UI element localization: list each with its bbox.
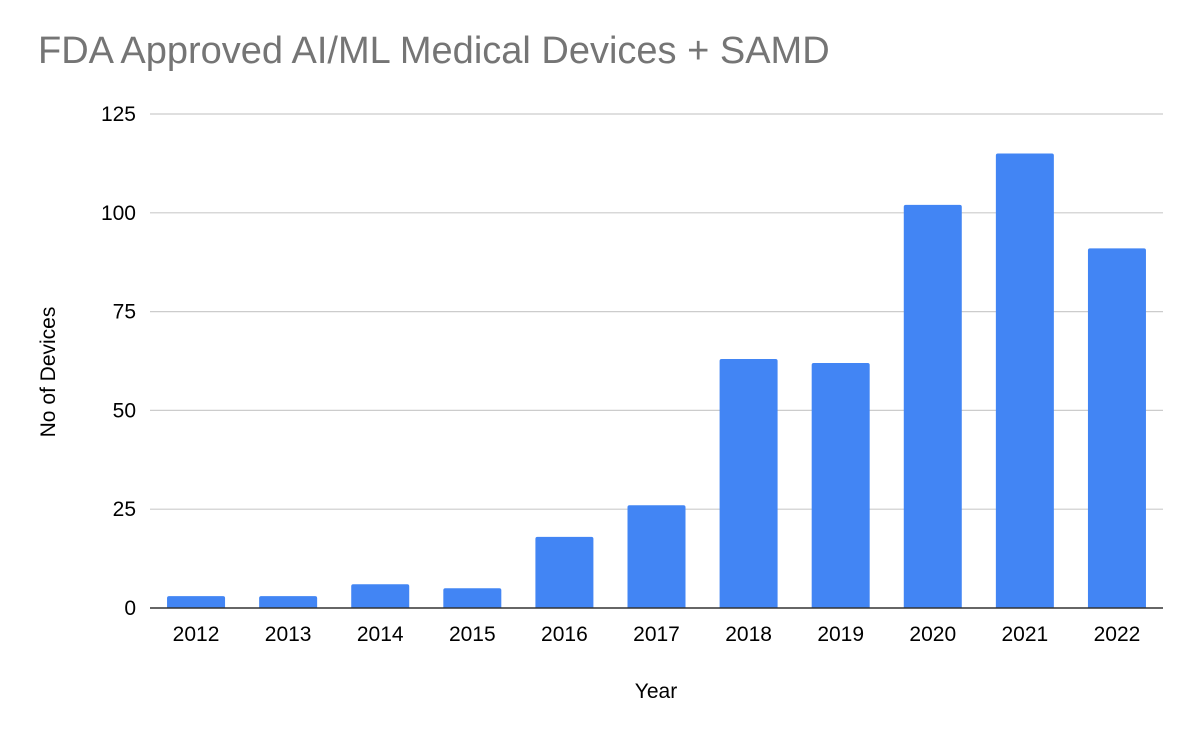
bar-2016 [535,536,594,608]
y-tick-label: 50 [113,399,136,422]
x-tick-label: 2014 [357,623,404,646]
bar-2013 [259,596,318,608]
bar-2015 [443,588,502,608]
y-tick-label: 0 [124,597,136,620]
bars [167,153,1146,609]
bar-2021 [995,153,1054,608]
gridlines [150,113,1163,510]
bar-2019 [811,362,870,608]
y-tick-label: 25 [113,498,136,521]
bar-2020 [903,204,962,608]
x-axis-title: Year [635,680,677,703]
x-tick-label: 2013 [265,623,312,646]
x-axis: 2012 2013 2014 2015 2016 2017 2018 2019 2020 2021… [150,607,1163,646]
y-axis-title: No of Devices [37,307,60,438]
bar-2017 [627,505,686,608]
y-tick-label: 125 [101,103,136,126]
bar-2022 [1087,248,1146,609]
bar-2012 [167,596,226,608]
x-tick-label: 2021 [1002,623,1049,646]
x-tick-label: 2012 [173,623,220,646]
x-tick-label: 2020 [909,623,956,646]
x-tick-label: 2017 [633,623,680,646]
y-axis: 0 25 50 75 100 125 [101,103,136,620]
x-tick-label: 2022 [1094,623,1141,646]
chart-title: FDA Approved AI/ML Medical Devices + SAM… [38,30,830,72]
y-tick-label: 75 [113,301,136,324]
x-tick-label: 2015 [449,623,496,646]
y-tick-label: 100 [101,202,136,225]
bar-2014 [351,584,410,608]
x-tick-label: 2018 [725,623,772,646]
x-tick-label: 2016 [541,623,588,646]
bar-2018 [719,359,778,608]
x-tick-label: 2019 [817,623,864,646]
